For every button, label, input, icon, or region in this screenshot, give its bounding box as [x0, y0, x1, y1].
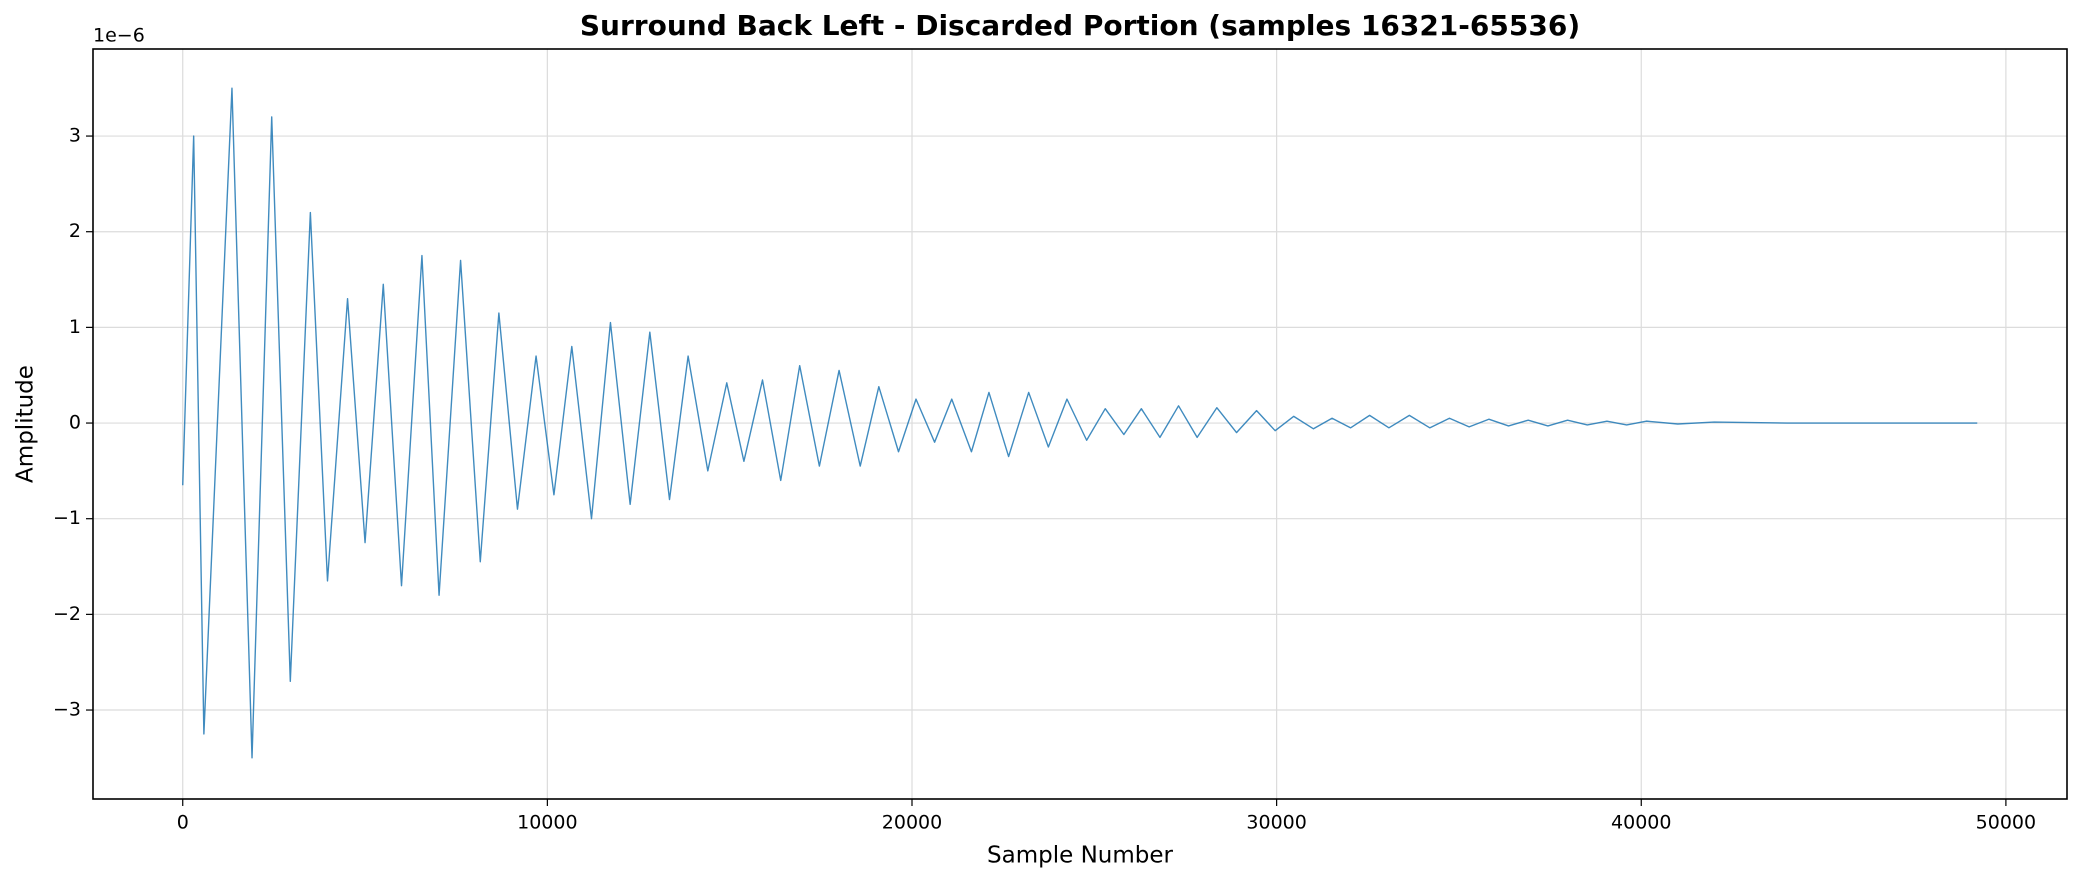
x-axis-label: Sample Number: [987, 843, 1173, 869]
y-tick-label: −2: [53, 603, 81, 625]
x-tick-label: 10000: [517, 812, 577, 834]
y-offset-label: 1e−6: [93, 25, 145, 47]
signal-line: [182, 87, 1978, 759]
x-tick-label: 20000: [882, 812, 942, 834]
x-tick-label: 50000: [1976, 812, 2036, 834]
x-tick-label: 40000: [1611, 812, 1671, 834]
y-tick-label: 2: [69, 220, 81, 242]
ticks: 0 10000 20000 30000 40000 50000 −3 −2 −1 0 1 2 3: [53, 125, 2036, 834]
x-tick-label: 30000: [1246, 812, 1306, 834]
axes-frame: [92, 48, 2068, 800]
y-axis-label: Amplitude: [13, 365, 39, 483]
y-tick-label: 0: [69, 412, 81, 434]
plot-area: [182, 87, 1978, 759]
x-tick-label: 0: [177, 812, 189, 834]
y-tick-label: −1: [53, 507, 81, 529]
y-tick-label: −3: [53, 699, 81, 721]
y-tick-label: 3: [69, 125, 81, 147]
chart-title: Surround Back Left - Discarded Portion (…: [580, 9, 1580, 42]
y-tick-label: 1: [69, 316, 81, 338]
